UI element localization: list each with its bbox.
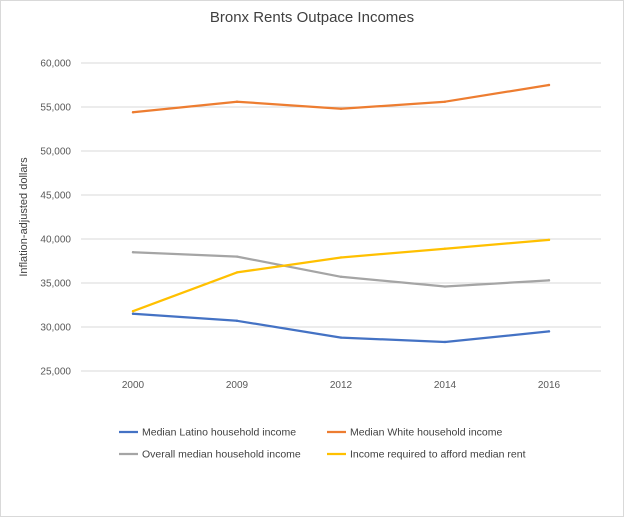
y-tick-label: 30,000 (40, 323, 71, 334)
y-tick-label: 40,000 (40, 235, 71, 246)
data-point (443, 100, 447, 103)
legend-label: Median Latino household income (142, 427, 296, 439)
x-tick-label: 2009 (226, 380, 249, 391)
data-point (339, 107, 343, 110)
data-point (235, 100, 239, 103)
y-tick-label: 55,000 (40, 103, 71, 114)
data-point (547, 83, 551, 87)
data-point (547, 238, 551, 242)
data-point (443, 285, 447, 288)
legend-label: Median White household income (350, 427, 502, 439)
y-axis-label: Inflation-adjusted dollars (18, 157, 30, 277)
data-point (339, 275, 343, 279)
series-line (131, 238, 551, 313)
data-point (235, 255, 239, 258)
x-tick-label: 2012 (330, 380, 353, 391)
data-point (235, 319, 239, 323)
legend-label: Overall median household income (142, 449, 301, 461)
y-tick-label: 50,000 (40, 147, 71, 158)
data-point (443, 247, 447, 250)
y-tick-label: 25,000 (40, 367, 71, 378)
data-point (235, 271, 239, 274)
x-tick-label: 2016 (538, 380, 561, 391)
legend-label: Income required to afford median rent (350, 449, 526, 461)
y-tick-label: 45,000 (40, 191, 71, 202)
data-point (131, 309, 135, 313)
data-point (339, 256, 343, 259)
data-point (443, 340, 447, 344)
y-tick-label: 60,000 (40, 59, 71, 70)
x-tick-label: 2014 (434, 380, 457, 391)
data-point (131, 312, 135, 315)
data-point (131, 251, 135, 254)
data-point (547, 279, 551, 282)
data-point (131, 111, 135, 114)
x-tick-label: 2000 (122, 380, 145, 391)
y-tick-label: 35,000 (40, 279, 71, 290)
chart-title: Bronx Rents Outpace Incomes (209, 9, 415, 26)
data-point (339, 336, 343, 339)
data-point (547, 330, 551, 333)
